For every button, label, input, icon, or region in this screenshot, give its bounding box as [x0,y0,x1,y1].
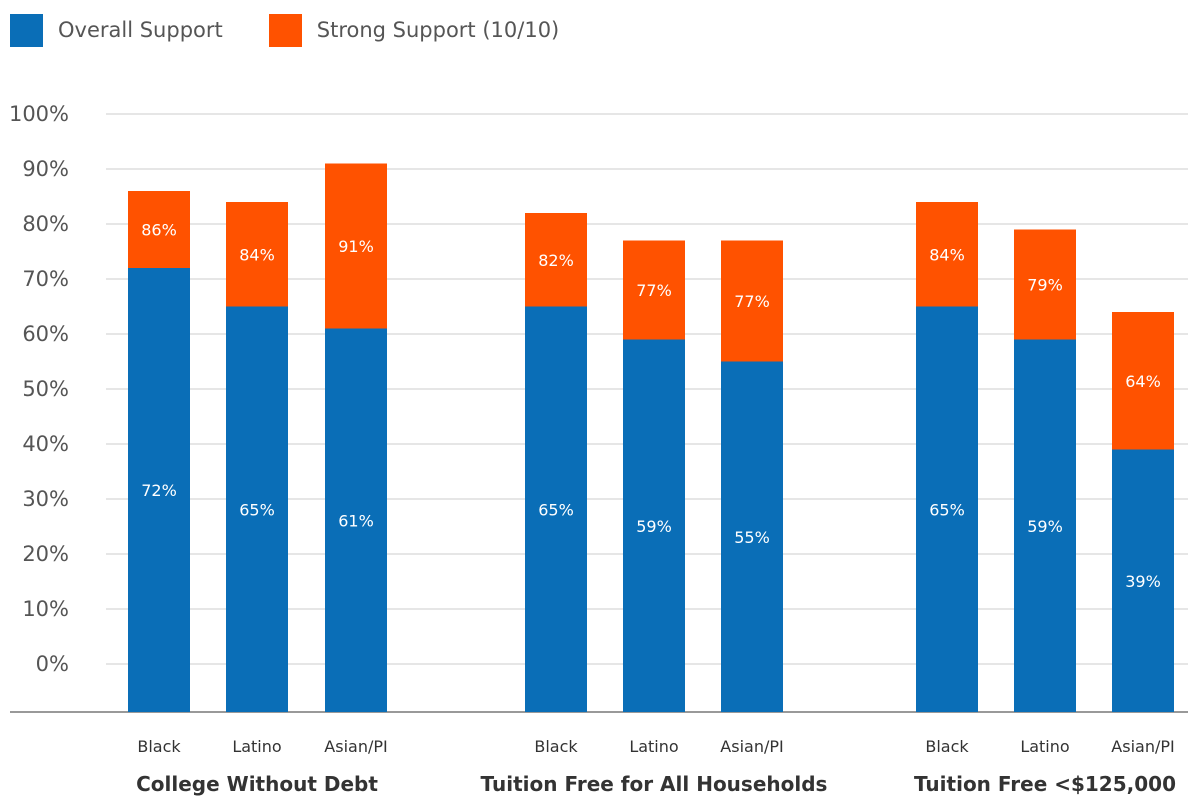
category-label: Black [137,737,181,756]
data-label-strong: 91% [338,237,374,256]
bar-strong-support [721,240,783,362]
data-label-strong: 77% [636,281,672,300]
data-label-strong: 82% [538,251,574,270]
category-label: Latino [629,737,678,756]
bar-overall-support [1014,339,1076,712]
y-tick-label: 20% [22,542,69,566]
legend-swatch-strong [268,13,302,47]
bar-overall-support [623,339,685,712]
data-label-overall: 39% [1125,572,1161,591]
y-tick-label: 100% [9,102,69,126]
data-label-overall: 59% [636,517,672,536]
legend-item-overall: Overall Support [10,13,223,47]
y-tick-label: 80% [22,212,69,236]
category-label: Black [534,737,578,756]
data-label-strong: 77% [734,292,770,311]
category-label: Black [925,737,969,756]
y-tick-label: 50% [22,377,69,401]
category-label: Latino [232,737,281,756]
data-label-overall: 65% [538,500,574,519]
legend-label-strong: Strong Support (10/10) [316,18,560,42]
category-label: Asian/PI [720,737,783,756]
data-label-strong: 79% [1027,276,1063,295]
data-label-overall: 55% [734,528,770,547]
bar-overall-support [1112,449,1174,712]
legend-label-overall: Overall Support [58,18,223,42]
legend: Overall Support Strong Support (10/10) [10,13,605,47]
bar-strong-support [1112,312,1174,450]
category-label: Latino [1020,737,1069,756]
bar-overall-support [226,306,288,712]
y-tick-label: 30% [22,487,69,511]
data-label-strong: 64% [1125,372,1161,391]
y-tick-label: 70% [22,267,69,291]
data-label-overall: 59% [1027,517,1063,536]
data-label-strong: 86% [141,221,177,240]
y-tick-label: 60% [22,322,69,346]
group-label: Tuition Free for All Households [481,772,828,796]
bar-strong-support [525,213,587,307]
category-label: Asian/PI [1111,737,1174,756]
data-label-strong: 84% [239,245,275,264]
y-tick-label: 90% [22,157,69,181]
group-label: College Without Debt [136,772,378,796]
bar-strong-support [226,202,288,307]
category-label: Asian/PI [324,737,387,756]
bar-strong-support [623,240,685,340]
data-label-overall: 61% [338,511,374,530]
data-label-overall: 65% [239,500,275,519]
y-tick-label: 0% [36,652,69,676]
y-tick-label: 10% [22,597,69,621]
group-label: Tuition Free <$125,000 [914,772,1176,796]
data-label-overall: 65% [929,500,965,519]
y-tick-label: 40% [22,432,69,456]
bar-overall-support [525,306,587,712]
bar-overall-support [128,268,190,712]
legend-swatch-overall [10,13,43,47]
bar-strong-support [325,163,387,329]
data-label-overall: 72% [141,481,177,500]
bar-strong-support [916,202,978,307]
data-label-strong: 84% [929,245,965,264]
bar-strong-support [128,191,190,268]
bar-strong-support [1014,229,1076,340]
legend-item-strong: Strong Support (10/10) [268,13,560,47]
bar-overall-support [721,361,783,712]
bar-overall-support [916,306,978,712]
bar-overall-support [325,328,387,712]
